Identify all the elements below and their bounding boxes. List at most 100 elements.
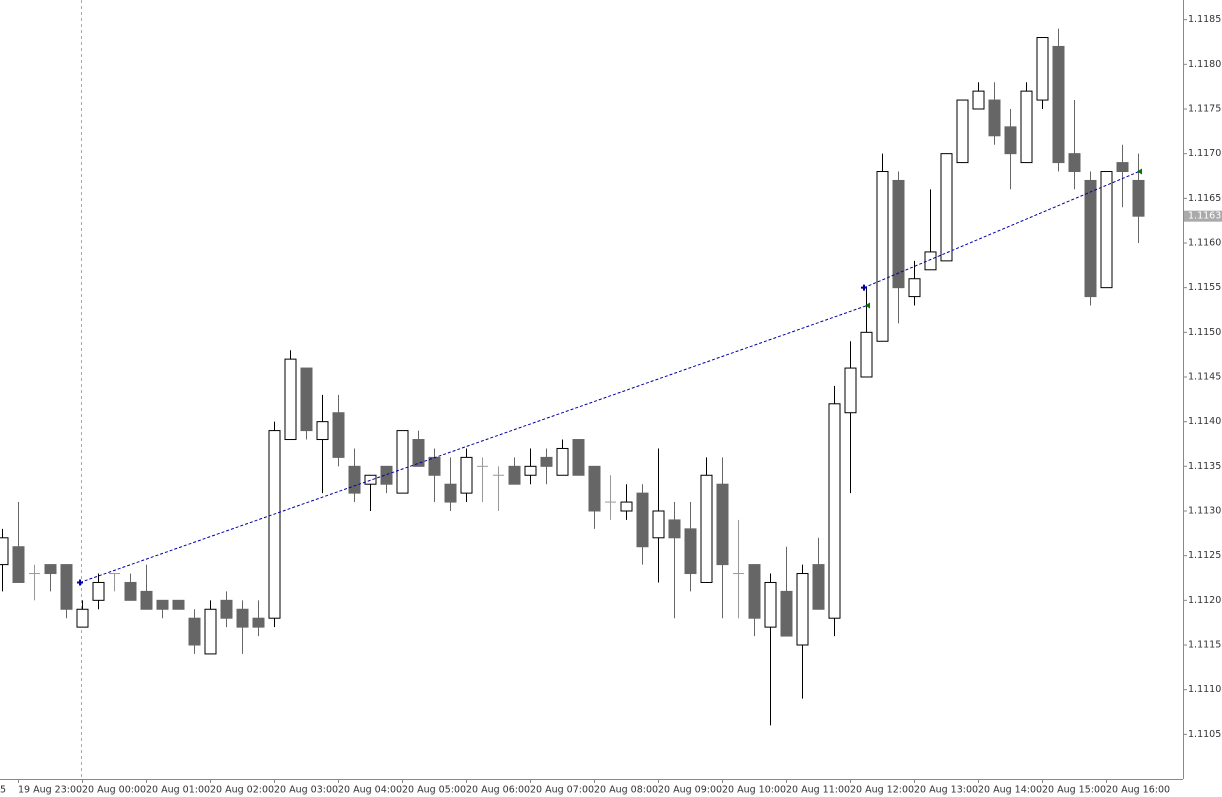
candle-body — [1052, 45, 1065, 164]
x-tick-label: 20 Aug 11:00 — [786, 785, 850, 796]
candle-body — [12, 546, 25, 583]
candle-body — [1116, 162, 1129, 173]
candle-body — [236, 608, 249, 628]
candle-body — [1068, 153, 1081, 173]
y-tick-label: 1.1155 — [1188, 282, 1221, 293]
candle-body — [908, 278, 921, 298]
y-tick-label: 1.1185 — [1188, 14, 1221, 25]
candle-body — [828, 403, 841, 619]
candle-body — [716, 483, 729, 566]
candle-body — [508, 465, 521, 485]
candle-body — [940, 153, 953, 262]
x-tick-label: 19 Aug 23:00 — [18, 785, 82, 796]
x-tick-label: 20 Aug 10:00 — [722, 785, 786, 796]
candle-body — [652, 510, 665, 539]
y-tick-label: 1.1140 — [1188, 416, 1221, 427]
candle-body — [316, 421, 329, 441]
candle-body — [876, 171, 889, 342]
candle-body — [364, 474, 377, 485]
candle-body — [172, 599, 185, 610]
candle-body — [780, 590, 793, 637]
y-tick-label: 1.1170 — [1188, 148, 1221, 159]
x-tick-label: 20 Aug 06:00 — [466, 785, 530, 796]
candle-body — [988, 99, 1001, 137]
x-tick-label: 20 Aug 13:00 — [914, 785, 978, 796]
candle-body — [924, 251, 937, 271]
candle-body — [60, 564, 73, 610]
candle-body — [1004, 126, 1017, 155]
candle-body — [44, 564, 57, 575]
candle-body — [588, 465, 601, 512]
candle-body — [1020, 90, 1033, 164]
candle-body — [396, 430, 409, 494]
x-tick-label: 20 Aug 12:00 — [850, 785, 914, 796]
x-tick-label: 20 Aug 04:00 — [338, 785, 402, 796]
candle-body — [700, 474, 713, 583]
candle-body — [76, 608, 89, 628]
x-tick-label: 20 Aug 07:00 — [530, 785, 594, 796]
y-tick-label: 1.1115 — [1188, 639, 1221, 650]
y-tick-label: 1.1135 — [1188, 461, 1221, 472]
candle-body — [1100, 171, 1113, 289]
y-tick-label: 1.1180 — [1188, 59, 1221, 70]
candle-body — [348, 465, 361, 494]
candle-body — [284, 358, 297, 441]
current-price-label: 1.1163 — [1188, 211, 1221, 222]
y-tick-label: 1.1110 — [1188, 684, 1221, 695]
candle-body — [764, 581, 777, 628]
candle-body — [428, 456, 441, 476]
candle-body — [188, 617, 201, 646]
x-tick-label: 20 Aug 16:00 — [1106, 785, 1170, 796]
candle-body — [1132, 179, 1145, 217]
x-tick-label: 20 Aug 15:00 — [1042, 785, 1106, 796]
candle-body — [812, 564, 825, 610]
y-tick-label: 1.1130 — [1188, 505, 1221, 516]
x-tick-label: 20 Aug 05:00 — [402, 785, 466, 796]
candle-body — [444, 483, 457, 503]
x-tick-label: 20 Aug 03:00 — [274, 785, 338, 796]
x-tick-label: 20 Aug 14:00 — [978, 785, 1042, 796]
y-tick-label: 1.1165 — [1188, 193, 1221, 204]
y-tick-label: 1.1145 — [1188, 371, 1221, 382]
candle-body — [204, 608, 217, 655]
candle-body — [156, 599, 169, 610]
x-tick-label: 20 Aug 02:00 — [210, 785, 274, 796]
trade-exit — [865, 302, 870, 309]
trade-entry — [77, 579, 83, 586]
candle-body — [860, 331, 873, 378]
candle-body — [332, 412, 345, 458]
y-tick-label: 1.1160 — [1188, 237, 1221, 248]
candle-body — [92, 581, 105, 601]
candle-body — [252, 617, 265, 628]
candle-body — [668, 519, 681, 539]
candle-body — [796, 573, 809, 646]
candle-body — [540, 456, 553, 467]
x-tick-label: 20 Aug 09:00 — [658, 785, 722, 796]
candle-body — [0, 537, 9, 566]
y-tick-label: 1.1175 — [1188, 103, 1221, 114]
trade-exit — [1137, 168, 1142, 175]
y-tick-label: 1.1125 — [1188, 550, 1221, 561]
trade-line — [79, 305, 868, 583]
candle-body — [380, 465, 393, 485]
candle-body — [844, 367, 857, 414]
candle-body — [300, 367, 313, 432]
candle-body — [972, 90, 985, 110]
candle-body — [956, 99, 969, 164]
candle-body — [460, 456, 473, 494]
x-tick-label: 20 Aug 00:00 — [82, 785, 146, 796]
candle-body — [1036, 37, 1049, 101]
candle-body — [748, 564, 761, 619]
candle-body — [620, 501, 633, 512]
candle-body — [524, 465, 537, 476]
current-price-box — [1184, 210, 1222, 222]
candle-body — [220, 599, 233, 619]
candle-body — [684, 528, 697, 575]
x-tick-label: 5 — [0, 785, 6, 796]
candle-body — [572, 439, 585, 476]
y-tick-label: 1.1105 — [1188, 729, 1221, 740]
x-tick-label: 20 Aug 08:00 — [594, 785, 658, 796]
trade-entry — [861, 284, 867, 291]
